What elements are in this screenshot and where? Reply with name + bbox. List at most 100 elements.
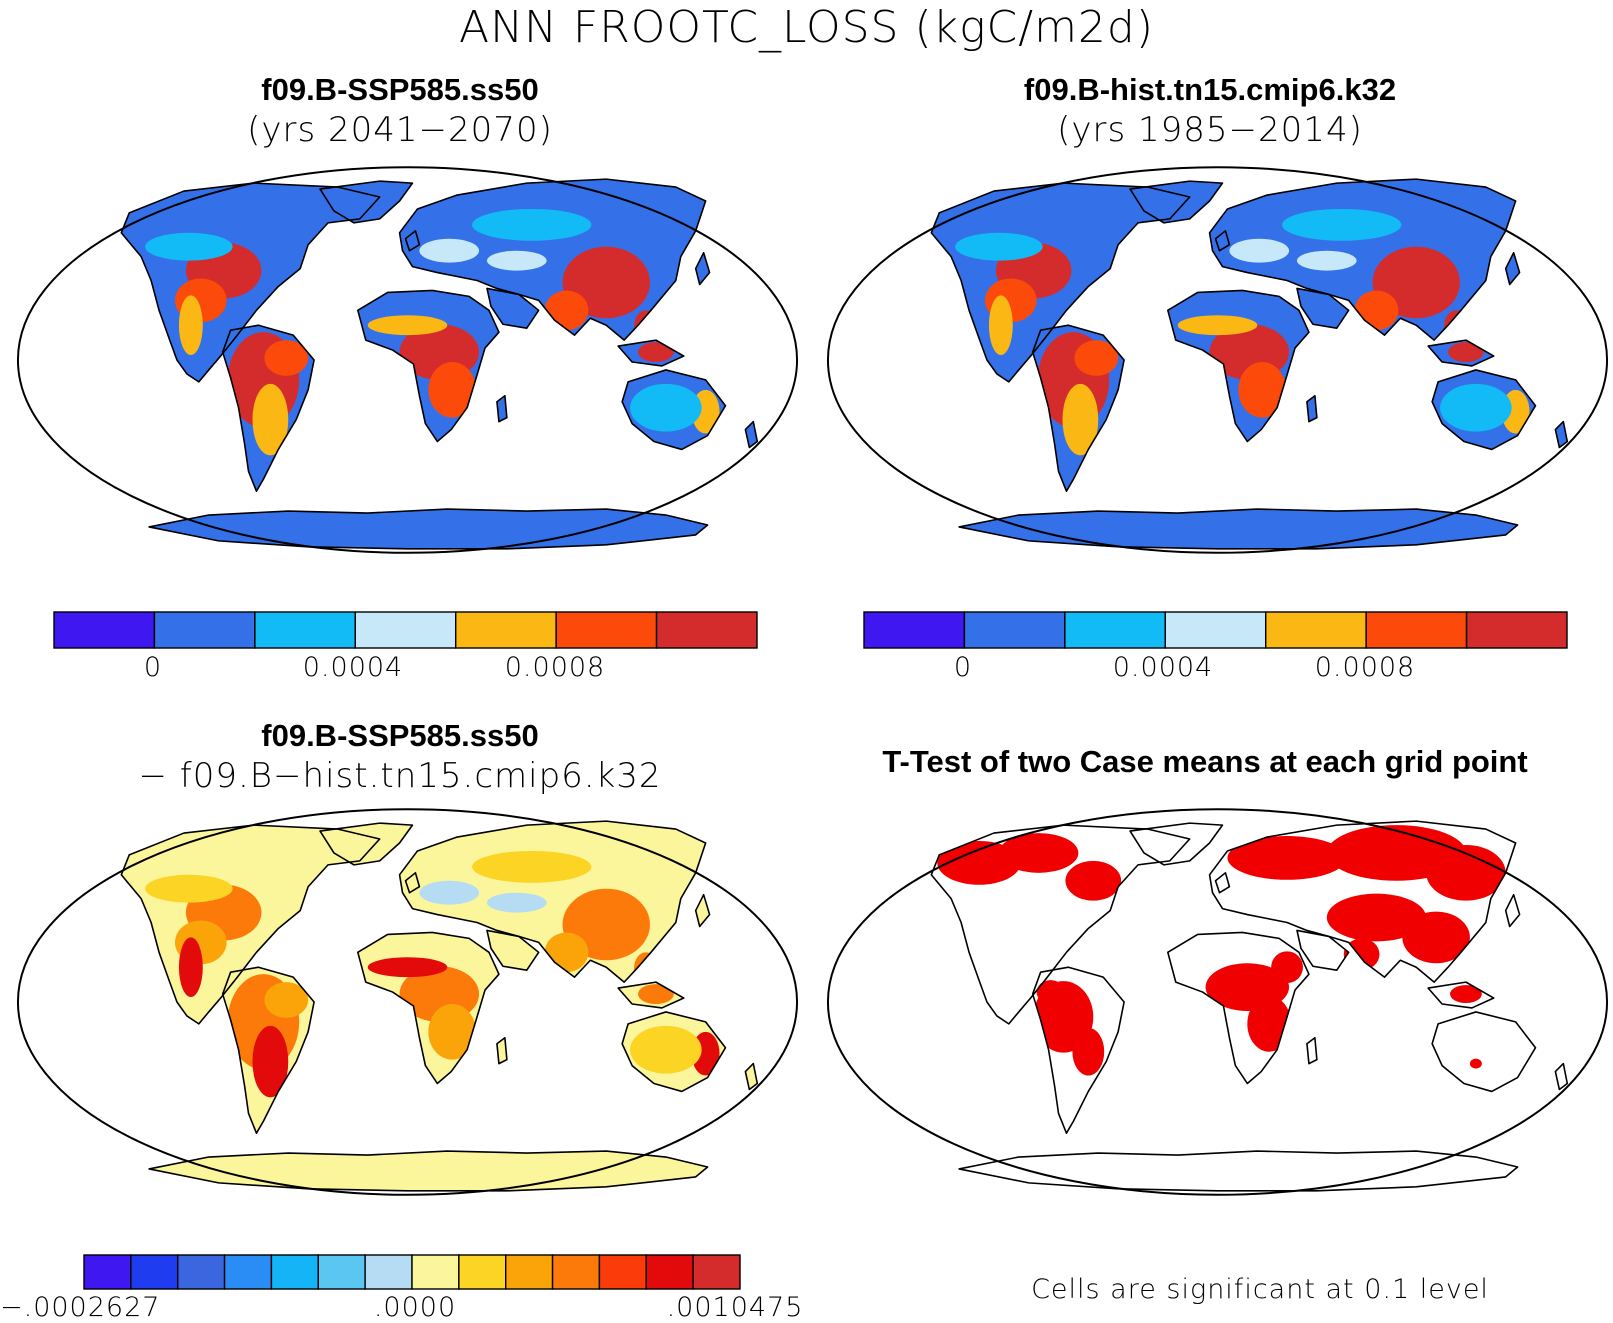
map-border xyxy=(16,808,799,1196)
coastline-greenland xyxy=(319,822,414,866)
colorbar-swatch xyxy=(1465,611,1568,649)
colorbar-swatch xyxy=(505,1254,554,1290)
coastline-new-zealand xyxy=(744,1062,759,1091)
map-panel-2 xyxy=(826,166,1609,554)
panel-1-subtitle: (yrs 2041−2070) xyxy=(247,110,553,150)
coastline-madagascar xyxy=(1306,1036,1318,1065)
colorbar-swatch xyxy=(130,1254,179,1290)
coastline-indonesia xyxy=(617,339,685,367)
coastline-japan xyxy=(1504,893,1521,928)
colorbar-2-label-0: 0 xyxy=(953,652,973,683)
coastline-north-america xyxy=(120,182,381,383)
coastline-south-america xyxy=(221,966,315,1134)
panel-4-title: T-Test of two Case means at each grid po… xyxy=(882,744,1528,779)
coastline-madagascar xyxy=(496,394,508,423)
colorbar-swatch xyxy=(1265,611,1367,649)
colorbar-swatch xyxy=(153,611,256,649)
coastline-new-zealand xyxy=(1554,1062,1569,1091)
colorbar-1-label-1: 0.0004 xyxy=(302,652,404,683)
coastline-africa xyxy=(357,931,500,1085)
main-title: ANN FROOTC_LOSS (kgC/m2d) xyxy=(458,2,1155,53)
coastline-australia xyxy=(621,1011,727,1093)
colorbar-swatch xyxy=(863,611,966,649)
panel-1-title: f09.B-SSP585.ss50 xyxy=(261,72,539,107)
colorbar-1-label-0: 0 xyxy=(143,652,163,683)
colorbar-3-label-1: .0000 xyxy=(373,1292,457,1323)
coastline-uk xyxy=(404,872,421,894)
coastline-indonesia xyxy=(1427,981,1495,1009)
coastline-north-america xyxy=(120,824,381,1025)
coastline-arabia xyxy=(486,929,540,971)
colorbar-swatch xyxy=(364,1254,413,1290)
coastline-new-zealand xyxy=(1554,420,1569,449)
colorbar-swatch xyxy=(692,1254,741,1290)
coastline-africa xyxy=(1167,289,1310,443)
colorbar-swatch xyxy=(254,611,356,649)
colorbar-3-label-0: −.0002627 xyxy=(0,1292,161,1323)
map-panel-1 xyxy=(16,166,799,554)
coastline-madagascar xyxy=(1306,394,1318,423)
coastline-australia xyxy=(621,369,727,451)
coastline-south-america xyxy=(1031,966,1125,1134)
map-border xyxy=(826,166,1609,554)
coastline-africa xyxy=(1167,931,1310,1085)
coastline-madagascar xyxy=(496,1036,508,1065)
colorbar-panel-2 xyxy=(863,611,1568,649)
colorbar-swatch xyxy=(655,611,758,649)
panel-3-title: f09.B-SSP585.ss50 xyxy=(261,718,539,753)
coastline-arabia xyxy=(486,287,540,329)
coastline-africa xyxy=(357,289,500,443)
coastline-greenland xyxy=(1129,180,1224,224)
colorbar-panel-1 xyxy=(53,611,758,649)
colorbar-swatch xyxy=(458,1254,507,1290)
colorbar-swatch xyxy=(270,1254,319,1290)
colorbar-1-label-2: 0.0008 xyxy=(504,652,606,683)
coastline-antarctica xyxy=(148,1150,709,1192)
colorbar-swatch xyxy=(1365,611,1468,649)
colorbar-2-label-2: 0.0008 xyxy=(1314,652,1416,683)
colorbar-swatch xyxy=(317,1254,366,1290)
significance-note: Cells are significant at 0.1 level xyxy=(1031,1274,1489,1305)
map-panel-4 xyxy=(826,808,1609,1196)
coastline-greenland xyxy=(1129,822,1224,866)
coastline-north-america xyxy=(930,182,1191,383)
coastline-new-zealand xyxy=(744,420,759,449)
colorbar-swatch xyxy=(555,611,658,649)
colorbar-swatch xyxy=(455,611,557,649)
colorbar-2-label-1: 0.0004 xyxy=(1112,652,1214,683)
coastline-eurasia xyxy=(1208,178,1517,341)
panel-3-subtitle: − f09.B−hist.tn15.cmip6.k32 xyxy=(138,756,662,796)
colorbar-swatch xyxy=(598,1254,647,1290)
coastline-japan xyxy=(694,893,711,928)
coastline-arabia xyxy=(1296,287,1350,329)
coastline-antarctica xyxy=(958,1150,1519,1192)
coastline-eurasia xyxy=(398,820,707,983)
colorbar-swatch xyxy=(411,1254,460,1290)
coastline-australia xyxy=(1431,369,1537,451)
map-border xyxy=(16,166,799,554)
colorbar-swatch xyxy=(551,1254,601,1290)
coastline-south-america xyxy=(1031,324,1125,492)
map-border xyxy=(826,808,1609,1196)
coastline-eurasia xyxy=(1208,820,1517,983)
coastline-eurasia xyxy=(398,178,707,341)
coastline-antarctica xyxy=(148,508,709,550)
coastline-japan xyxy=(1504,251,1521,286)
coastline-uk xyxy=(1214,872,1231,894)
colorbar-swatch xyxy=(963,611,1066,649)
map-panel-3 xyxy=(16,808,799,1196)
coastline-japan xyxy=(694,251,711,286)
panel-2-subtitle: (yrs 1985−2014) xyxy=(1057,110,1363,150)
coastline-indonesia xyxy=(1427,339,1495,367)
coastline-australia xyxy=(1431,1011,1537,1093)
colorbar-swatch xyxy=(1064,611,1166,649)
colorbar-swatch xyxy=(83,1254,132,1290)
colorbar-swatch xyxy=(177,1254,226,1290)
coastline-south-america xyxy=(221,324,315,492)
coastline-uk xyxy=(1214,230,1231,252)
colorbar-swatch xyxy=(354,611,457,649)
panel-2-title: f09.B-hist.tn15.cmip6.k32 xyxy=(1023,72,1397,107)
colorbar-swatch xyxy=(1164,611,1267,649)
coastline-indonesia xyxy=(617,981,685,1009)
colorbar-swatch xyxy=(645,1254,694,1290)
